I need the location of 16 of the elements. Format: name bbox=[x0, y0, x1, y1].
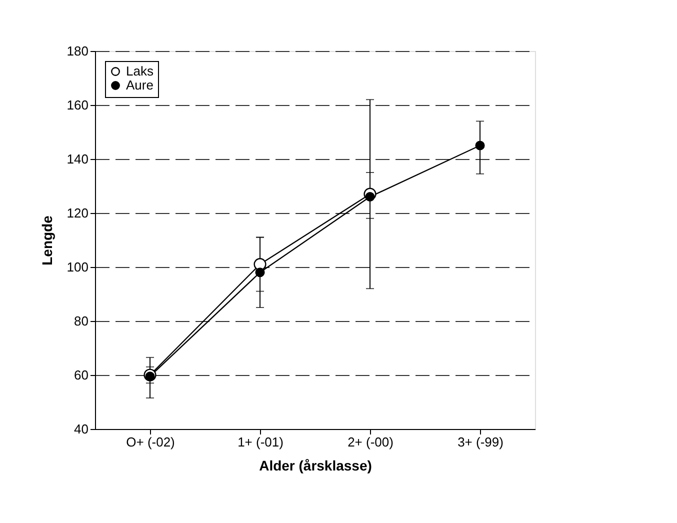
x-axis-title: Alder (årsklasse) bbox=[259, 458, 372, 474]
y-tick-label: 60 bbox=[74, 368, 88, 382]
y-axis-title: Lengde bbox=[38, 215, 55, 266]
y-tick-label: 160 bbox=[66, 98, 88, 112]
y-tick-label: 80 bbox=[74, 314, 88, 328]
legend-label: Laks bbox=[126, 64, 154, 78]
x-tick-label: O+ (-02) bbox=[126, 434, 175, 450]
y-tick-label: 120 bbox=[66, 206, 88, 220]
y-tick-label: 100 bbox=[66, 260, 88, 274]
y-tick-label: 180 bbox=[66, 44, 88, 58]
y-tick-label: 140 bbox=[66, 152, 88, 166]
x-tick-label: 3+ (-99) bbox=[458, 434, 504, 450]
legend-label: Aure bbox=[126, 78, 154, 92]
x-tick-label: 1+ (-01) bbox=[238, 434, 284, 450]
y-tick-label: 40 bbox=[74, 422, 88, 436]
x-tick-label: 2+ (-00) bbox=[348, 434, 394, 450]
